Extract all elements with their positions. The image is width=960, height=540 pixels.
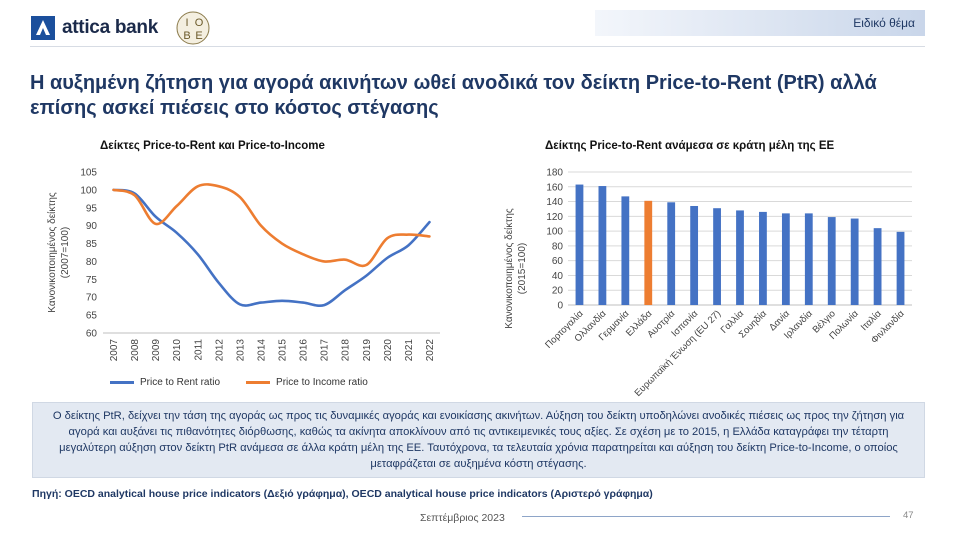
right-chart-title: Δείκτης Price-to-Rent ανάμεσα σε κράτη μ…: [545, 140, 835, 152]
section-label: Ειδικό θέμα: [853, 16, 915, 30]
y-tick-label: 85: [86, 239, 98, 250]
y-tick-label: 60: [552, 256, 564, 267]
attica-bank-logo: attica bank: [30, 15, 158, 41]
x-tick-label: 2016: [299, 339, 310, 362]
bar-9: [781, 213, 790, 305]
bar-chart: 020406080100120140160180ΠορτογαλίαΟλλανδ…: [503, 168, 912, 398]
legend-swatch-orange: [246, 381, 271, 384]
section-banner: Ειδικό θέμα: [595, 10, 925, 36]
y-tick-label: 105: [80, 168, 97, 179]
legend-swatch-blue: [110, 381, 134, 384]
svg-text:Ι: Ι: [185, 17, 188, 29]
bar-10: [804, 213, 813, 305]
price-to-income-line: [112, 183, 431, 268]
footer-divider: [522, 516, 890, 517]
y-tick-label: 0: [557, 301, 563, 312]
svg-text:Ο: Ο: [195, 17, 204, 29]
y-tick-label: 70: [86, 293, 98, 304]
bar-0: [575, 184, 584, 305]
bank-name: attica bank: [62, 17, 158, 38]
explanation-box: Ο δείκτης PtR, δείχνει την τάση της αγορ…: [32, 402, 925, 478]
bar-13: [873, 228, 882, 305]
x-tick-label: 2022: [425, 339, 436, 362]
page-number: 47: [903, 510, 914, 521]
price-to-rent-line: [112, 188, 431, 307]
y-tick-label: 65: [86, 311, 98, 322]
x-tick-label: 2011: [193, 339, 204, 361]
x-tick-label: 2017: [320, 339, 331, 362]
y-tick-label: 80: [86, 257, 98, 268]
bar-6: [713, 208, 721, 305]
y-axis-label: Κανονικοποιημένος δείκτης (2007=100): [46, 192, 71, 313]
iobe-logo-icon: Ι Ο Β Ε: [176, 11, 210, 45]
line-chart: 60 65 70 75 80 85 90 95 100 105 2007 2008 2009 2010 20…: [46, 168, 440, 362]
x-tick-label: 2009: [151, 339, 162, 362]
y-tick-label: 180: [546, 168, 563, 179]
explanation-text: Ο δείκτης PtR, δείχνει την τάση της αγορ…: [52, 410, 905, 470]
x-tick-label: 2007: [109, 339, 120, 362]
y-tick-label: 120: [546, 212, 563, 223]
x-tick-label: 2013: [235, 339, 246, 362]
svg-text:Ε: Ε: [195, 30, 202, 42]
y-tick-label: 100: [80, 185, 97, 196]
page-title: Η αυξημένη ζήτηση για αγορά ακινήτων ωθε…: [30, 72, 877, 119]
x-tick-label: 2008: [130, 339, 141, 362]
line-chart-legend: Price to Rent ratio Price to Income rati…: [110, 377, 368, 388]
source-note: Πηγή: OECD analytical house price indica…: [32, 488, 653, 500]
logo-area: attica bank Ι Ο Β Ε: [30, 10, 210, 46]
x-tick-label: 2019: [362, 339, 373, 362]
y-tick-label: 20: [552, 286, 564, 297]
left-chart-title: Δείκτες Price-to-Rent και Price-to-Incom…: [100, 140, 325, 152]
bar-11: [827, 217, 836, 305]
legend-label-pti: Price to Income ratio: [276, 377, 368, 388]
y-tick-label: 160: [546, 182, 563, 193]
x-tick-label: 2018: [341, 339, 352, 362]
y-tick-label: 100: [546, 227, 563, 238]
bar-7: [736, 210, 744, 305]
bar-2: [621, 196, 630, 305]
y-tick-label: 40: [552, 271, 564, 282]
bar-3: [644, 200, 653, 305]
y-tick-label: 60: [86, 329, 98, 340]
header-divider: [30, 46, 925, 47]
svg-text:Β: Β: [183, 30, 190, 42]
x-tick-label: 2012: [214, 339, 225, 362]
y-tick-label: 95: [86, 203, 98, 214]
legend-label-ptr: Price to Rent ratio: [140, 377, 221, 388]
legend-item-pti: Price to Income ratio: [246, 377, 368, 388]
legend-item-ptr: Price to Rent ratio: [110, 377, 220, 388]
x-tick-label: 2021: [404, 339, 415, 362]
bar-8: [759, 211, 767, 305]
bar-1: [598, 186, 607, 305]
attica-bank-mark-icon: [31, 16, 55, 40]
footer-date: Σεπτέμβριος 2023: [420, 512, 505, 524]
y-tick-label: 80: [552, 241, 564, 252]
y-tick-label: 140: [546, 197, 563, 208]
y-axis-label: Κανονικοποιημένος δείκτης (2015=100): [503, 208, 528, 329]
bar-5: [690, 205, 699, 305]
bar-12: [850, 218, 859, 305]
bar-4: [667, 202, 676, 305]
x-tick-label: 2010: [172, 339, 183, 362]
y-tick-label: 90: [86, 221, 98, 232]
x-tick-label: 2020: [383, 339, 394, 362]
x-tick-label: 2015: [278, 339, 289, 362]
y-tick-label: 75: [86, 275, 98, 286]
bar-14: [896, 231, 905, 305]
x-tick-label: 2014: [256, 339, 267, 362]
